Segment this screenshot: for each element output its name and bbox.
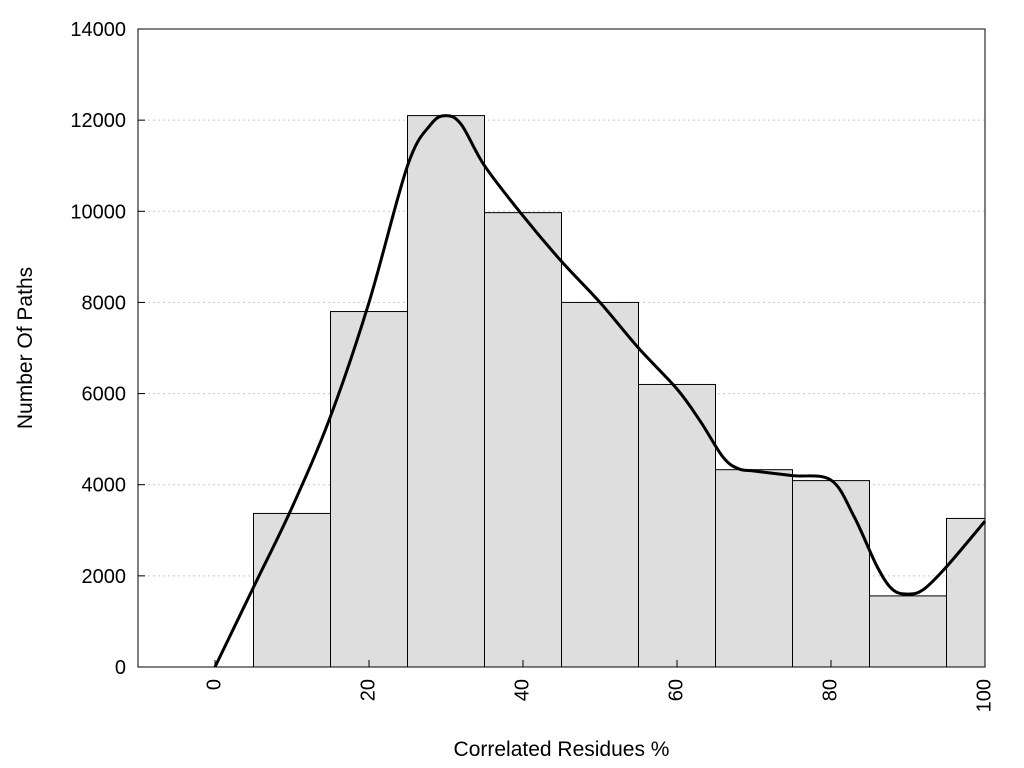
histogram-bar: [869, 595, 947, 668]
x-axis-label: Correlated Residues %: [454, 738, 670, 761]
axes: [137, 28, 986, 668]
histogram-bar: [792, 480, 870, 668]
histogram-bar: [561, 301, 639, 668]
histogram-bar: [484, 212, 562, 668]
histogram-bar: [253, 512, 331, 668]
histogram-bar: [407, 115, 485, 668]
histogram-bar: [330, 311, 408, 668]
x-tick-label: 100: [973, 679, 995, 712]
x-tick-label: 20: [357, 679, 379, 701]
y-tick-label: 12000: [70, 110, 126, 132]
x-tick-label: 40: [511, 679, 533, 701]
histogram-bar: [638, 383, 716, 668]
y-tick-label: 2000: [82, 566, 127, 588]
density-curve-group: [213, 114, 987, 668]
y-tick-label: 10000: [70, 201, 126, 223]
y-tick-label: 8000: [82, 292, 127, 314]
histogram-bars: [253, 115, 986, 668]
y-tick-label: 4000: [82, 475, 127, 497]
density-curve: [213, 114, 987, 668]
histogram-bar: [946, 517, 986, 668]
plot-frame: [137, 28, 986, 668]
x-tick-label: 0: [203, 679, 225, 690]
y-tick-label: 0: [115, 657, 126, 679]
y-tick-label: 14000: [70, 19, 126, 41]
x-tick-label: 80: [819, 679, 841, 701]
y-tick-label: 6000: [82, 384, 127, 406]
x-tick-label: 60: [665, 679, 687, 701]
tick-labels: 0 2000 4000 6000 8000 10000 12000 14000 0 20 40 60 8…: [70, 19, 995, 712]
y-axis-label: Number Of Paths: [14, 267, 37, 429]
histogram-bar: [715, 469, 793, 668]
